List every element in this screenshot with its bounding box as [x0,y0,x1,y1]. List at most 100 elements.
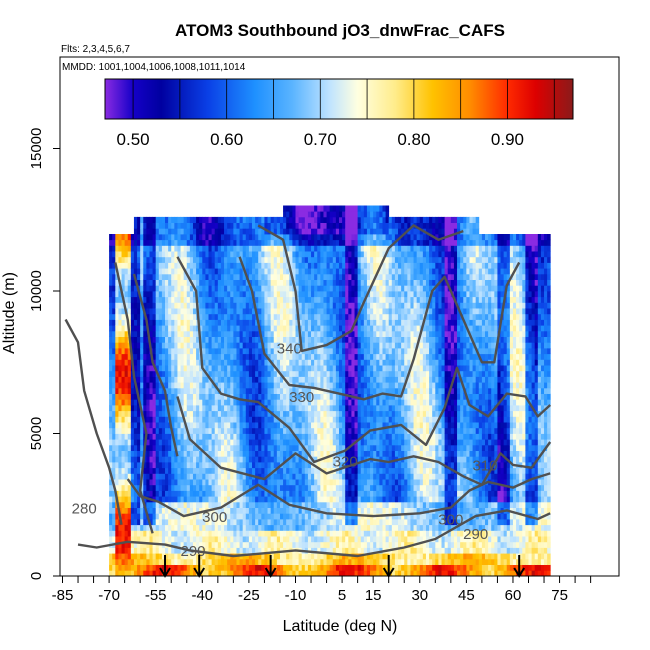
heatmap-cell [283,234,287,241]
heatmap-cell [304,558,309,565]
heatmap-cell [208,319,213,326]
heatmap-cell [239,399,244,406]
heatmap-cell [192,336,197,343]
heatmap-cell [252,467,256,474]
heatmap-cell [270,291,275,298]
heatmap-cell [199,501,203,508]
heatmap-cell [233,450,237,457]
heatmap-cell [168,336,172,343]
heatmap-cell [115,285,119,292]
heatmap-cell [230,239,234,246]
heatmap-cell [270,501,275,508]
heatmap-cell [279,313,284,320]
heatmap-cell [230,291,234,298]
heatmap-cell [261,416,265,423]
heatmap-cell [289,422,293,429]
heatmap-cell [248,387,253,394]
heatmap-cell [118,273,122,280]
heatmap-cell [174,251,178,258]
heatmap-cell [115,308,119,315]
heatmap-cell [304,211,309,218]
heatmap-cell [205,336,209,343]
heatmap-cell [143,319,147,326]
heatmap-cell [317,444,321,451]
heatmap-cell [124,422,129,429]
heatmap-cell [261,501,265,508]
heatmap-cell [276,473,281,480]
heatmap-cell [245,234,250,241]
heatmap-cell [245,222,250,229]
heatmap-cell [183,342,188,349]
heatmap-cell [345,234,349,241]
heatmap-cell [118,399,122,406]
heatmap-cell [292,405,296,412]
heatmap-cell [342,530,346,537]
heatmap-cell [317,473,321,480]
heatmap-cell [289,530,293,537]
heatmap-cell [317,513,321,520]
heatmap-cell [130,262,135,269]
heatmap-cell [332,490,337,497]
heatmap-cell [140,519,144,526]
heatmap-cell [335,382,340,389]
heatmap-cell [345,387,349,394]
heatmap-cell [338,296,343,303]
heatmap-cell [109,444,113,451]
heatmap-cell [189,245,194,252]
heatmap-cell [317,439,321,446]
heatmap-cell [323,370,327,377]
heatmap-cell [208,387,213,394]
heatmap-cell [248,553,253,560]
heatmap-cell [214,245,219,252]
heatmap-cell [109,558,113,565]
heatmap-cell [273,513,278,520]
heatmap-cell [258,553,262,560]
heatmap-cell [155,393,160,400]
heatmap-cell [304,296,309,303]
heatmap-cell [236,359,240,366]
heatmap-cell [155,359,160,366]
heatmap-cell [199,416,203,423]
heatmap-cell [192,490,197,497]
heatmap-cell [220,564,225,571]
heatmap-cell [118,342,122,349]
heatmap-cell [342,273,346,280]
heatmap-cell [264,467,268,474]
heatmap-cell [168,325,172,332]
heatmap-cell [121,439,126,446]
heatmap-cell [186,313,191,320]
heatmap-cell [311,444,315,451]
heatmap-cell [273,490,278,497]
heatmap-cell [314,524,318,531]
heatmap-cell [267,308,272,315]
heatmap-cell [155,376,160,383]
heatmap-cell [112,467,116,474]
heatmap-cell [174,524,178,531]
heatmap-cell [168,484,172,491]
heatmap-cell [127,507,132,514]
heatmap-cell [286,353,290,360]
heatmap-cell [314,308,318,315]
heatmap-cell [233,330,237,337]
heatmap-cell [317,416,321,423]
heatmap-cell [220,410,225,417]
heatmap-cell [317,433,321,440]
heatmap-cell [258,501,262,508]
heatmap-cell [286,530,290,537]
heatmap-cell [317,279,321,286]
heatmap-cell [130,484,135,491]
heatmap-cell [189,479,194,486]
heatmap-cell [314,228,318,235]
heatmap-cell [155,399,160,406]
heatmap-cell [224,462,228,469]
heatmap-cell [314,553,318,560]
heatmap-cell [273,484,278,491]
heatmap-cell [332,558,337,565]
heatmap-cell [295,291,300,298]
heatmap-cell [304,570,309,576]
heatmap-cell [224,296,228,303]
heatmap-cell [112,325,116,332]
heatmap-cell [252,410,256,417]
heatmap-cell [192,473,197,480]
heatmap-cell [109,490,113,497]
